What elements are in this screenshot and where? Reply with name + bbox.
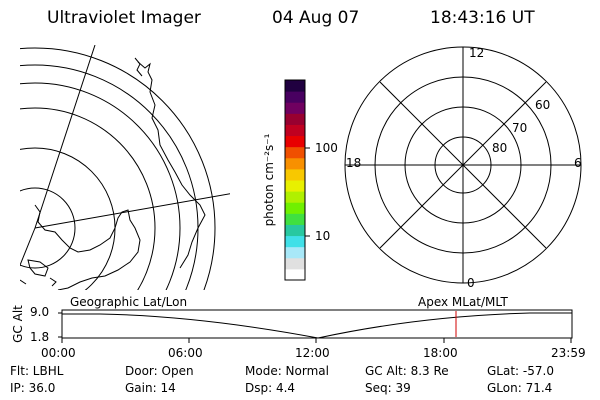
geographic-map bbox=[20, 45, 230, 290]
colorbar-segment bbox=[285, 124, 305, 137]
polar-diagonal bbox=[379, 81, 547, 249]
colorbar-segment bbox=[285, 213, 305, 225]
lat-label-60: 60 bbox=[535, 98, 551, 112]
lat-circle bbox=[20, 47, 216, 290]
colorbar-segment bbox=[285, 180, 305, 192]
dsp-value: Dsp: 4.4 bbox=[245, 381, 296, 395]
y-tick-label-high: 9.0 bbox=[30, 305, 50, 319]
apex-label: Apex MLat/MLT bbox=[418, 295, 508, 309]
colorbar-tick-label-100: 100 bbox=[315, 141, 338, 155]
instrument-title: Ultraviolet Imager bbox=[47, 8, 201, 28]
filter-value: Flt: LBHL bbox=[10, 364, 64, 378]
meridian-line bbox=[20, 227, 36, 267]
lat-label-80: 80 bbox=[492, 141, 508, 155]
date-label: 04 Aug 07 bbox=[272, 8, 360, 28]
time-label: 18:43:16 UT bbox=[430, 8, 535, 28]
colorbar-frame bbox=[284, 79, 306, 281]
island-outline bbox=[27, 259, 49, 277]
mlt-label-12: 12 bbox=[469, 46, 485, 60]
coastline bbox=[34, 204, 141, 290]
colorbar-segment bbox=[285, 157, 305, 170]
glon-value: GLon: 71.4 bbox=[487, 381, 553, 395]
colorbar-segment bbox=[285, 146, 305, 159]
timeline-y-label: GC Alt bbox=[11, 305, 25, 343]
door-value: Door: Open bbox=[125, 364, 194, 378]
colorbar bbox=[285, 80, 305, 281]
meridian-line bbox=[34, 193, 230, 229]
colorbar-segment bbox=[285, 224, 305, 237]
colorbar-segment bbox=[285, 91, 305, 103]
y-tick-label-low: 1.8 bbox=[30, 330, 50, 344]
coastline bbox=[137, 61, 206, 269]
timeline-panel bbox=[58, 309, 573, 343]
colorbar-segment bbox=[285, 168, 305, 181]
lat-circle bbox=[20, 107, 156, 290]
lat-circle bbox=[20, 82, 181, 290]
meridian-line bbox=[34, 45, 96, 229]
colorbar-segment bbox=[285, 268, 305, 281]
geographic-label: Geographic Lat/Lon bbox=[70, 295, 188, 309]
lat-circle bbox=[20, 187, 76, 269]
x-tick-label: 23:59 bbox=[551, 346, 586, 360]
seq-value: Seq: 39 bbox=[365, 381, 411, 395]
lat-label-70: 70 bbox=[512, 121, 528, 135]
polar-plot bbox=[344, 46, 582, 284]
colorbar-segment bbox=[285, 191, 305, 203]
ip-value: IP: 36.0 bbox=[10, 381, 56, 395]
mode-value: Mode: Normal bbox=[245, 364, 329, 378]
x-tick-label: 06:00 bbox=[168, 346, 203, 360]
gc-alt-value: GC Alt: 8.3 Re bbox=[365, 364, 449, 378]
colorbar-segment bbox=[285, 113, 305, 125]
x-tick-label: 12:00 bbox=[295, 346, 330, 360]
colorbar-segment bbox=[285, 257, 305, 270]
x-tick-label: 18:00 bbox=[423, 346, 458, 360]
colorbar-segment bbox=[285, 102, 305, 114]
island-outline bbox=[49, 277, 57, 287]
colorbar-segment bbox=[285, 135, 305, 148]
coastline bbox=[134, 57, 143, 77]
colorbar-segment bbox=[285, 202, 305, 214]
colorbar-segment bbox=[285, 80, 305, 92]
colorbar-segment bbox=[285, 235, 305, 248]
gain-value: Gain: 14 bbox=[125, 381, 176, 395]
altitude-curve bbox=[62, 312, 572, 339]
coastline bbox=[20, 279, 27, 285]
colorbar-segment bbox=[285, 246, 305, 259]
glat-value: GLat: -57.0 bbox=[487, 364, 554, 378]
mlt-label-6: 6 bbox=[574, 156, 582, 170]
mlt-label-18: 18 bbox=[346, 156, 362, 170]
colorbar-unit-label: photon cm⁻²s⁻¹ bbox=[262, 133, 276, 227]
x-tick-label: 00:00 bbox=[41, 346, 76, 360]
mlt-label-0: 0 bbox=[467, 276, 475, 290]
lat-circle bbox=[20, 147, 116, 290]
colorbar-tick-label-10: 10 bbox=[315, 229, 331, 243]
